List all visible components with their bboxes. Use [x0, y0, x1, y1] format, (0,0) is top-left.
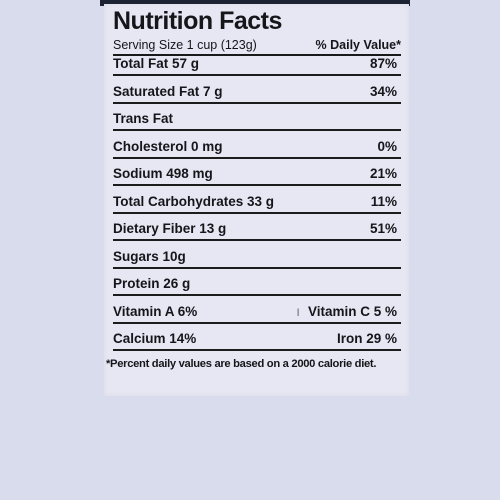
nutrient-value: ı Vitamin C 5 % [296, 304, 401, 319]
serving-size: Serving Size 1 cup (123g) [113, 38, 257, 52]
nutrient-row-vitamins-a-c: Vitamin A 6% ı Vitamin C 5 % [113, 296, 401, 324]
serving-header-row: Serving Size 1 cup (123g) % Daily Value* [113, 36, 401, 56]
nutrient-value: 0% [377, 138, 397, 154]
nutrient-value: 11% [370, 193, 397, 209]
nutrient-value: 51% [369, 221, 397, 236]
label-title: Nutrition Facts [113, 7, 282, 35]
nutrient-name: Sugars 10g [113, 248, 186, 264]
label-top-edge [100, 0, 410, 6]
nutrient-name: Saturated Fat 7 g [113, 83, 223, 99]
daily-value-header: % Daily Value* [315, 38, 401, 52]
print-speck: ı [296, 303, 300, 319]
nutrient-row-total-fat: Total Fat 57 g 87% [113, 56, 401, 76]
nutrient-row-trans-fat: Trans Fat [113, 104, 401, 131]
nutrient-value: 34% [369, 83, 397, 99]
nutrient-name: Vitamin A 6% [113, 303, 198, 319]
nutrient-name: Sodium 498 mg [113, 166, 213, 181]
nutrient-name: Protein 26 g [113, 276, 191, 291]
nutrient-name: Total Carbohydrates 33 g [113, 193, 275, 209]
label-content: Nutrition Facts Serving Size 1 cup (123g… [106, 6, 401, 370]
nutrient-row-total-carbohydrates: Total Carbohydrates 33 g 11% [113, 186, 401, 214]
vitamin-c-value: Vitamin C 5 % [307, 303, 397, 319]
nutrient-value: 87% [369, 56, 397, 71]
nutrient-name: Total Fat 57 g [113, 56, 200, 71]
nutrient-name: Calcium 14% [113, 331, 197, 346]
nutrient-row-saturated-fat: Saturated Fat 7 g 34% [113, 76, 401, 104]
nutrient-value: 21% [369, 166, 397, 181]
nutrient-row-dietary-fiber: Dietary Fiber 13 g 51% [113, 214, 401, 241]
nutrient-row-sodium: Sodium 498 mg 21% [113, 159, 401, 186]
nutrient-name: Cholesterol 0 mg [113, 138, 223, 154]
nutrient-name: Dietary Fiber 13 g [113, 221, 227, 236]
nutrient-name: Trans Fat [113, 111, 174, 126]
nutrient-row-cholesterol: Cholesterol 0 mg 0% [113, 131, 401, 159]
nutrition-facts-label: Nutrition Facts Serving Size 1 cup (123g… [104, 4, 409, 396]
nutrient-row-protein: Protein 26 g [113, 269, 401, 296]
nutrient-value: Iron 29 % [336, 331, 397, 346]
nutrient-row-sugars: Sugars 10g [113, 241, 401, 269]
nutrient-row-calcium-iron: Calcium 14% Iron 29 % [113, 324, 401, 351]
label-footnote: *Percent daily values are based on a 200… [106, 358, 377, 370]
